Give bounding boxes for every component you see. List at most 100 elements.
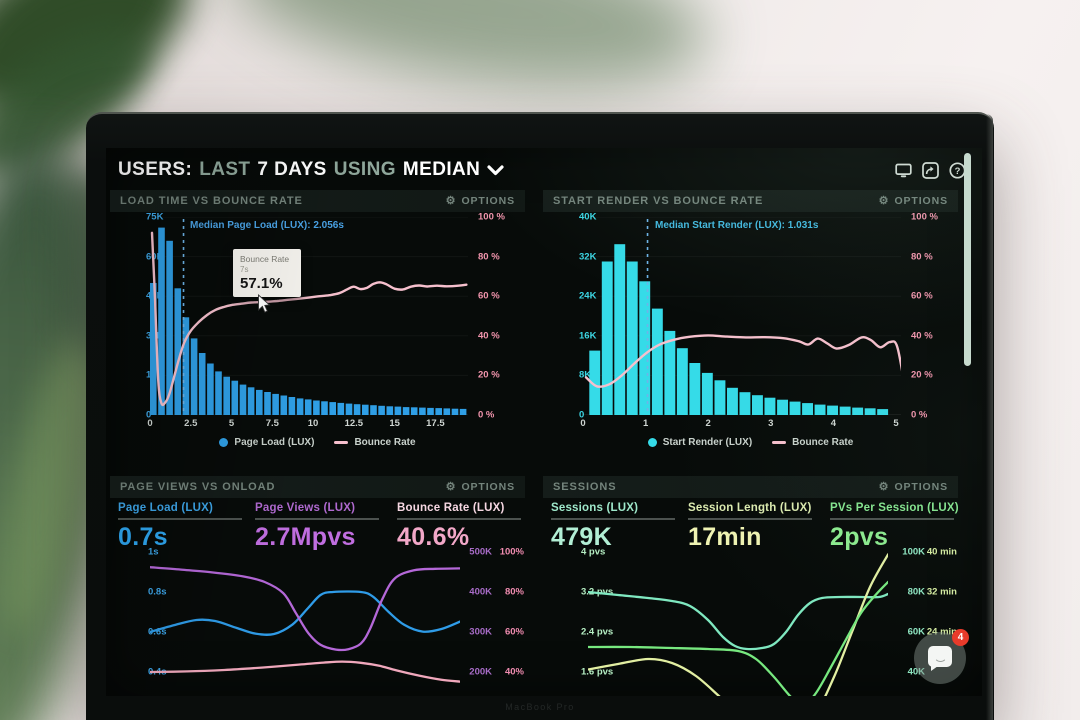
axis-tick: 1 [642,418,649,429]
laptop-brand-text: MacBook Pro [505,702,575,712]
axis-tick: 8K [579,369,592,381]
panel-title: PAGE VIEWS VS ONLOAD [120,481,276,493]
axis-tick: 1s [148,546,159,558]
panel-page-views: PAGE VIEWS VS ONLOAD ⚙ OPTIONS Page Load … [110,476,525,696]
axis-tick-pair: 100K 40 min [902,546,957,558]
legend-line-icon [334,441,349,444]
gear-icon: ⚙ [445,194,457,207]
panel-header: LOAD TIME VS BOUNCE RATE ⚙ OPTIONS [110,190,525,212]
chart-legend: Page Load (LUX) Bounce Rate [110,437,525,448]
axis-tick: 10 [307,418,319,429]
header-using: USING [333,159,396,180]
chart-plot[interactable] [588,546,888,696]
axis-tick: 75K [146,211,164,223]
stat-block: Page Load (LUX) 0.7s [118,502,242,552]
scrollbar-thumb[interactable] [964,153,971,366]
mouse-cursor [257,293,271,319]
axis-tick: 40 % [478,330,500,342]
legend-item[interactable]: Bounce Rate [772,437,853,448]
axis-tick-pair: 200K 40% [469,666,524,678]
chart-plot[interactable] [583,217,901,415]
axis-tick: 3 [768,418,774,429]
chart-plot[interactable] [150,546,460,696]
axis-tick: 80 % [911,251,933,263]
axis-tick: 60 % [911,290,933,302]
axis-tick: 40K [579,211,597,223]
gear-icon: ⚙ [445,480,457,493]
axis-tick: 17.5 [426,418,445,429]
axis-tick: 5 [228,418,235,429]
axis-tick-pair: 300K 60% [469,626,524,638]
axis-tick: 0 [147,418,153,429]
legend-line-icon [772,441,787,444]
svg-text:?: ? [954,166,960,177]
plant-leaf [221,0,719,117]
display-icon[interactable] [894,161,912,179]
panel-header: START RENDER VS BOUNCE RATE ⚙ OPTIONS [543,190,958,212]
axis-tick: 24K [579,290,597,302]
panel-title: START RENDER VS BOUNCE RATE [553,195,764,207]
share-icon[interactable] [921,161,939,179]
header-days: 7 DAYS [257,159,327,180]
axis-tick: 0 [580,418,586,429]
axis-tick: 4 [830,418,837,429]
options-button[interactable]: ⚙ OPTIONS [445,480,515,493]
chart-legend: Start Render (LUX) Bounce Rate [543,437,958,448]
axis-tick: 20 % [478,369,500,381]
chart-plot[interactable] [150,217,468,415]
axis-tick: 7.5 [265,418,279,429]
users-range-dropdown[interactable]: USERS: LAST 7 DAYS USING MEDIAN [118,157,504,183]
options-button[interactable]: ⚙ OPTIONS [878,194,948,207]
axis-tick-pair: 500K 100% [469,546,524,558]
axis-tick-pair: 60K 24 min [907,626,957,638]
legend-item[interactable]: Start Render (LUX) [647,437,752,448]
x-axis: 0 2.5 5 7.5 10 12.5 15 17.5 [110,418,525,430]
stat-block: PVs Per Session (LUX) 2pvs [830,502,958,551]
axis-tick: 0 % [478,409,495,421]
hover-tooltip: Bounce Rate 7s 57.1% [233,249,301,297]
axis-tick: 0.6s [148,626,167,638]
axis-tick: 2.5 [184,418,198,429]
axis-tick: 2 [705,418,711,429]
panel-sessions: SESSIONS ⚙ OPTIONS Sessions (LUX) 479K Sess… [543,476,958,696]
header-last: LAST [199,159,251,180]
axis-tick: 32K [579,251,597,263]
header-users: USERS: [118,159,193,180]
axis-tick-pair: 80K 32 min [907,586,957,598]
panel-header: SESSIONS ⚙ OPTIONS [543,476,958,498]
legend-item[interactable]: Bounce Rate [334,437,416,448]
legend-item[interactable]: Page Load (LUX) [219,437,314,448]
legend-dot-icon [647,438,657,447]
axis-tick: 60 % [478,290,500,302]
axis-tick: 5 [893,418,899,429]
stat-row: Page Load (LUX) 0.7s Page Views (LUX) 2.7Mp… [110,502,525,552]
panel-start-render: START RENDER VS BOUNCE RATE ⚙ OPTIONS 40K… [543,190,958,468]
stat-row: Sessions (LUX) 479K Session Length (LUX) 17… [543,502,958,552]
axis-tick: 12.5 [344,418,364,429]
axis-tick: 100 % [478,211,505,223]
axis-tick: 4 pvs [581,546,606,558]
axis-tick: 1.6 pvs [581,666,614,678]
stat-block: Sessions (LUX) 479K [551,502,675,552]
axis-tick: 15 [389,418,400,429]
legend-dot-icon [219,438,229,447]
options-button[interactable]: ⚙ OPTIONS [878,480,948,493]
axis-tick-pair: 400K 80% [469,586,524,598]
dashboard-screen [106,148,982,696]
axis-tick: 0 [579,409,585,421]
panel-load-time: LOAD TIME VS BOUNCE RATE ⚙ OPTIONS 75K 60K… [110,190,525,468]
gear-icon: ⚙ [878,194,890,207]
panel-header: PAGE VIEWS VS ONLOAD ⚙ OPTIONS [110,476,525,498]
options-button[interactable]: ⚙ OPTIONS [445,194,515,207]
axis-tick: 20 % [911,369,933,381]
axis-tick: 80 % [478,251,500,263]
axis-tick: 40 % [911,330,933,342]
axis-tick-pair: 40K [907,666,925,678]
axis-tick: 16K [579,330,597,342]
chat-widget-button[interactable]: 4 [914,629,969,684]
panel-title: SESSIONS [553,481,617,493]
axis-tick: 0 [146,409,152,421]
axis-tick: 0.8s [148,586,167,598]
axis-tick: 0 % [911,409,928,421]
